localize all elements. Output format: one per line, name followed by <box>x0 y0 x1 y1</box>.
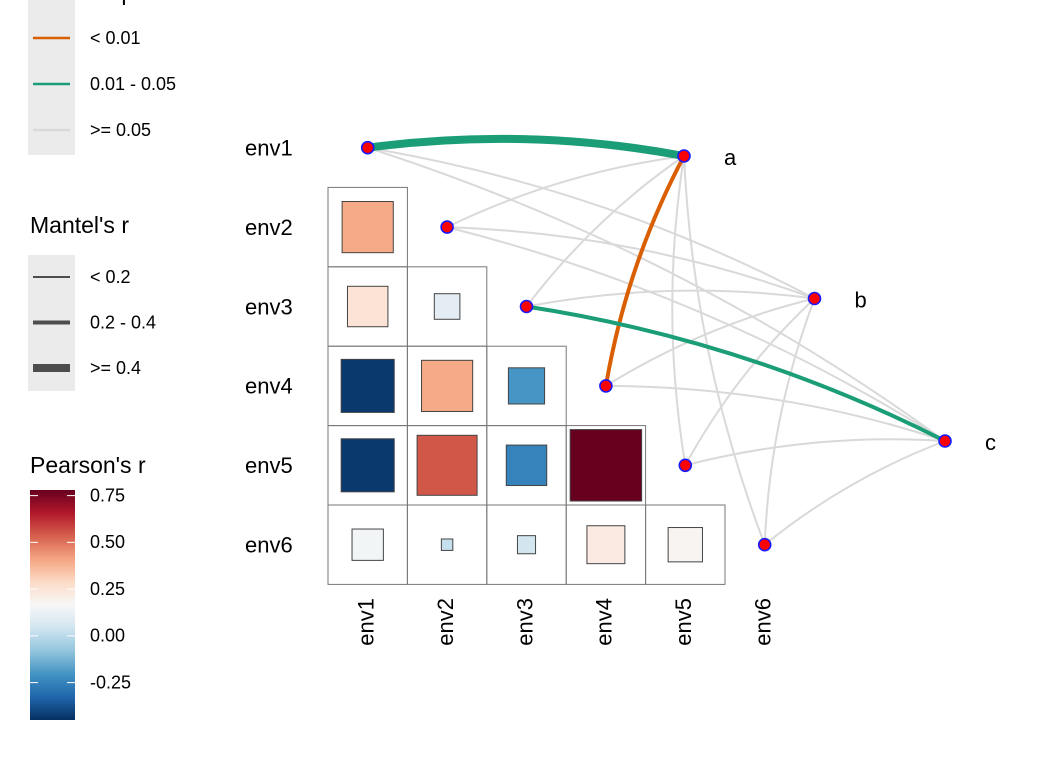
mantel-edge <box>367 134 685 160</box>
column-label: env3 <box>512 598 537 646</box>
mantel-edge <box>447 226 815 300</box>
correlation-square <box>505 444 548 487</box>
column-label: env6 <box>751 598 776 646</box>
correlation-square <box>440 538 454 551</box>
colorbar-tick-label: 0.50 <box>90 532 125 552</box>
row-label: env6 <box>245 533 293 558</box>
env-node <box>757 537 772 552</box>
legend-label: 0.01 - 0.05 <box>90 74 176 94</box>
colorbar-tick-label: 0.75 <box>90 485 125 505</box>
correlation-square <box>341 201 394 254</box>
mantel-edge <box>446 155 685 229</box>
row-label: env5 <box>245 453 293 478</box>
mantel-edge <box>764 440 946 546</box>
row-label: env4 <box>245 374 293 399</box>
legend-key-background <box>28 0 75 155</box>
spec-label: b <box>855 287 867 312</box>
column-label: env1 <box>354 598 379 646</box>
mantel-edge <box>367 146 946 442</box>
mantel-edge <box>367 146 815 300</box>
row-label: env3 <box>245 294 293 319</box>
column-label: env2 <box>433 598 458 646</box>
row-label: env1 <box>245 136 293 161</box>
mantel-edge <box>684 297 816 466</box>
column-label: env4 <box>592 598 617 646</box>
mantel-edge <box>605 384 946 442</box>
mantel-edge <box>525 155 685 308</box>
correlation-square <box>586 525 626 565</box>
legend-title: Mantel's p <box>30 0 134 5</box>
correlation-square <box>507 367 546 405</box>
mantel-edge <box>605 297 815 387</box>
correlation-square <box>433 293 461 320</box>
mantel-edge <box>603 155 686 387</box>
env-node <box>440 220 454 234</box>
mantel-edge <box>526 289 815 308</box>
env-node <box>519 299 534 314</box>
correlation-square <box>346 285 389 328</box>
colorbar-tick-label: 0.25 <box>90 579 125 599</box>
row-label: env2 <box>245 215 293 240</box>
correlation-square <box>340 438 395 493</box>
mantel-edge <box>763 298 816 545</box>
legend-label: >= 0.05 <box>90 120 151 140</box>
env-node <box>599 379 613 393</box>
correlation-square <box>516 535 537 555</box>
colorbar-tick-label: -0.25 <box>90 672 131 692</box>
legend-title: Pearson's r <box>30 452 146 478</box>
correlation-square <box>340 358 395 413</box>
legend-label: >= 0.4 <box>90 358 141 378</box>
correlation-square <box>416 434 478 496</box>
legend-label: 0.2 - 0.4 <box>90 312 156 332</box>
mantel-edge <box>683 155 766 546</box>
legend-label: < 0.01 <box>90 28 141 48</box>
spec-node <box>807 291 822 306</box>
mantel-edge <box>685 438 946 467</box>
spec-node <box>938 434 952 448</box>
colorbar-tick-label: 0.00 <box>90 626 125 646</box>
mantel-edge <box>671 155 687 466</box>
colorbar <box>30 490 75 720</box>
correlation-square <box>667 527 703 563</box>
mantel-edge <box>526 304 946 443</box>
spec-node <box>677 149 691 163</box>
env-node <box>678 458 693 473</box>
cell-frame <box>645 504 726 585</box>
env-node <box>360 140 375 155</box>
correlation-square <box>351 528 384 561</box>
spec-label: c <box>985 430 996 455</box>
spec-label: a <box>724 145 737 170</box>
legend-title: Mantel's r <box>30 212 129 238</box>
column-label: env5 <box>671 598 696 646</box>
correlation-square <box>569 429 643 502</box>
correlation-square <box>421 359 474 412</box>
legend-label: < 0.2 <box>90 267 131 287</box>
mantel-edge <box>446 226 946 442</box>
